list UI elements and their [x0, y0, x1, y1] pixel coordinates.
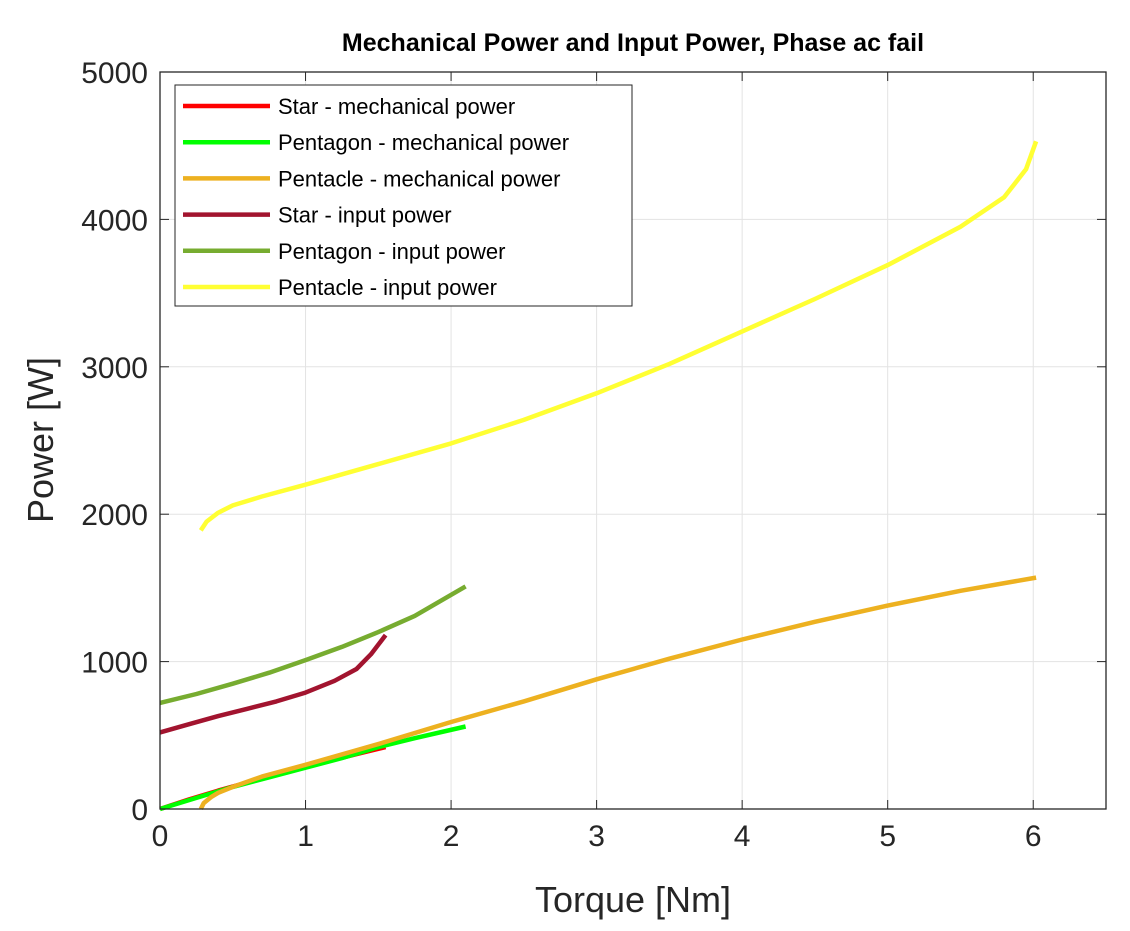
legend-label-pentacle-input-power: Pentacle - input power — [278, 275, 497, 300]
y-tick-label: 4000 — [81, 204, 148, 237]
legend-label-star-input-power: Star - input power — [278, 203, 452, 228]
y-tick-label: 0 — [131, 794, 148, 827]
series-line-pentacle-input-power — [198, 140, 1039, 532]
legend-entries: Star - mechanical power Pentagon - mechan… — [183, 94, 569, 300]
ticks: 0 1 2 3 4 5 6 0 1000 2000 3000 4000 5000 — [81, 57, 1106, 853]
plot-frame — [159, 71, 1107, 810]
x-tick-label: 0 — [152, 820, 169, 853]
legend-label-star-mechanical-power: Star - mechanical power — [278, 94, 515, 119]
legend-label-pentagon-mechanical-power: Pentagon - mechanical power — [278, 130, 569, 155]
series-lines — [159, 140, 1039, 812]
y-tick-label: 2000 — [81, 499, 148, 532]
legend: Star - mechanical power Pentagon - mechan… — [174, 84, 633, 307]
chart-title: Mechanical Power and Input Power, Phase … — [342, 29, 924, 57]
legend-label-pentacle-mechanical-power: Pentacle - mechanical power — [278, 166, 560, 191]
legend-label-pentagon-input-power: Pentagon - input power — [278, 239, 506, 264]
series-line-pentagon-input-power — [159, 584, 467, 706]
series-line-pentagon-mechanical-power — [159, 724, 467, 812]
y-tick-label: 5000 — [81, 57, 148, 90]
y-axis-label: Power [W] — [20, 357, 61, 523]
legend-box — [174, 84, 633, 307]
x-tick-label: 4 — [734, 820, 751, 853]
x-tick-label: 1 — [297, 820, 314, 853]
x-tick-label: 5 — [879, 820, 896, 853]
series-line-star-input-power — [159, 633, 388, 735]
x-tick-label: 6 — [1025, 820, 1042, 853]
x-tick-label: 2 — [443, 820, 460, 853]
x-tick-label: 3 — [588, 820, 605, 853]
y-tick-label: 1000 — [81, 647, 148, 680]
x-axis-label: Torque [Nm] — [535, 879, 731, 920]
series-line-pentacle-mechanical-power — [198, 575, 1037, 810]
y-tick-label: 3000 — [81, 352, 148, 385]
